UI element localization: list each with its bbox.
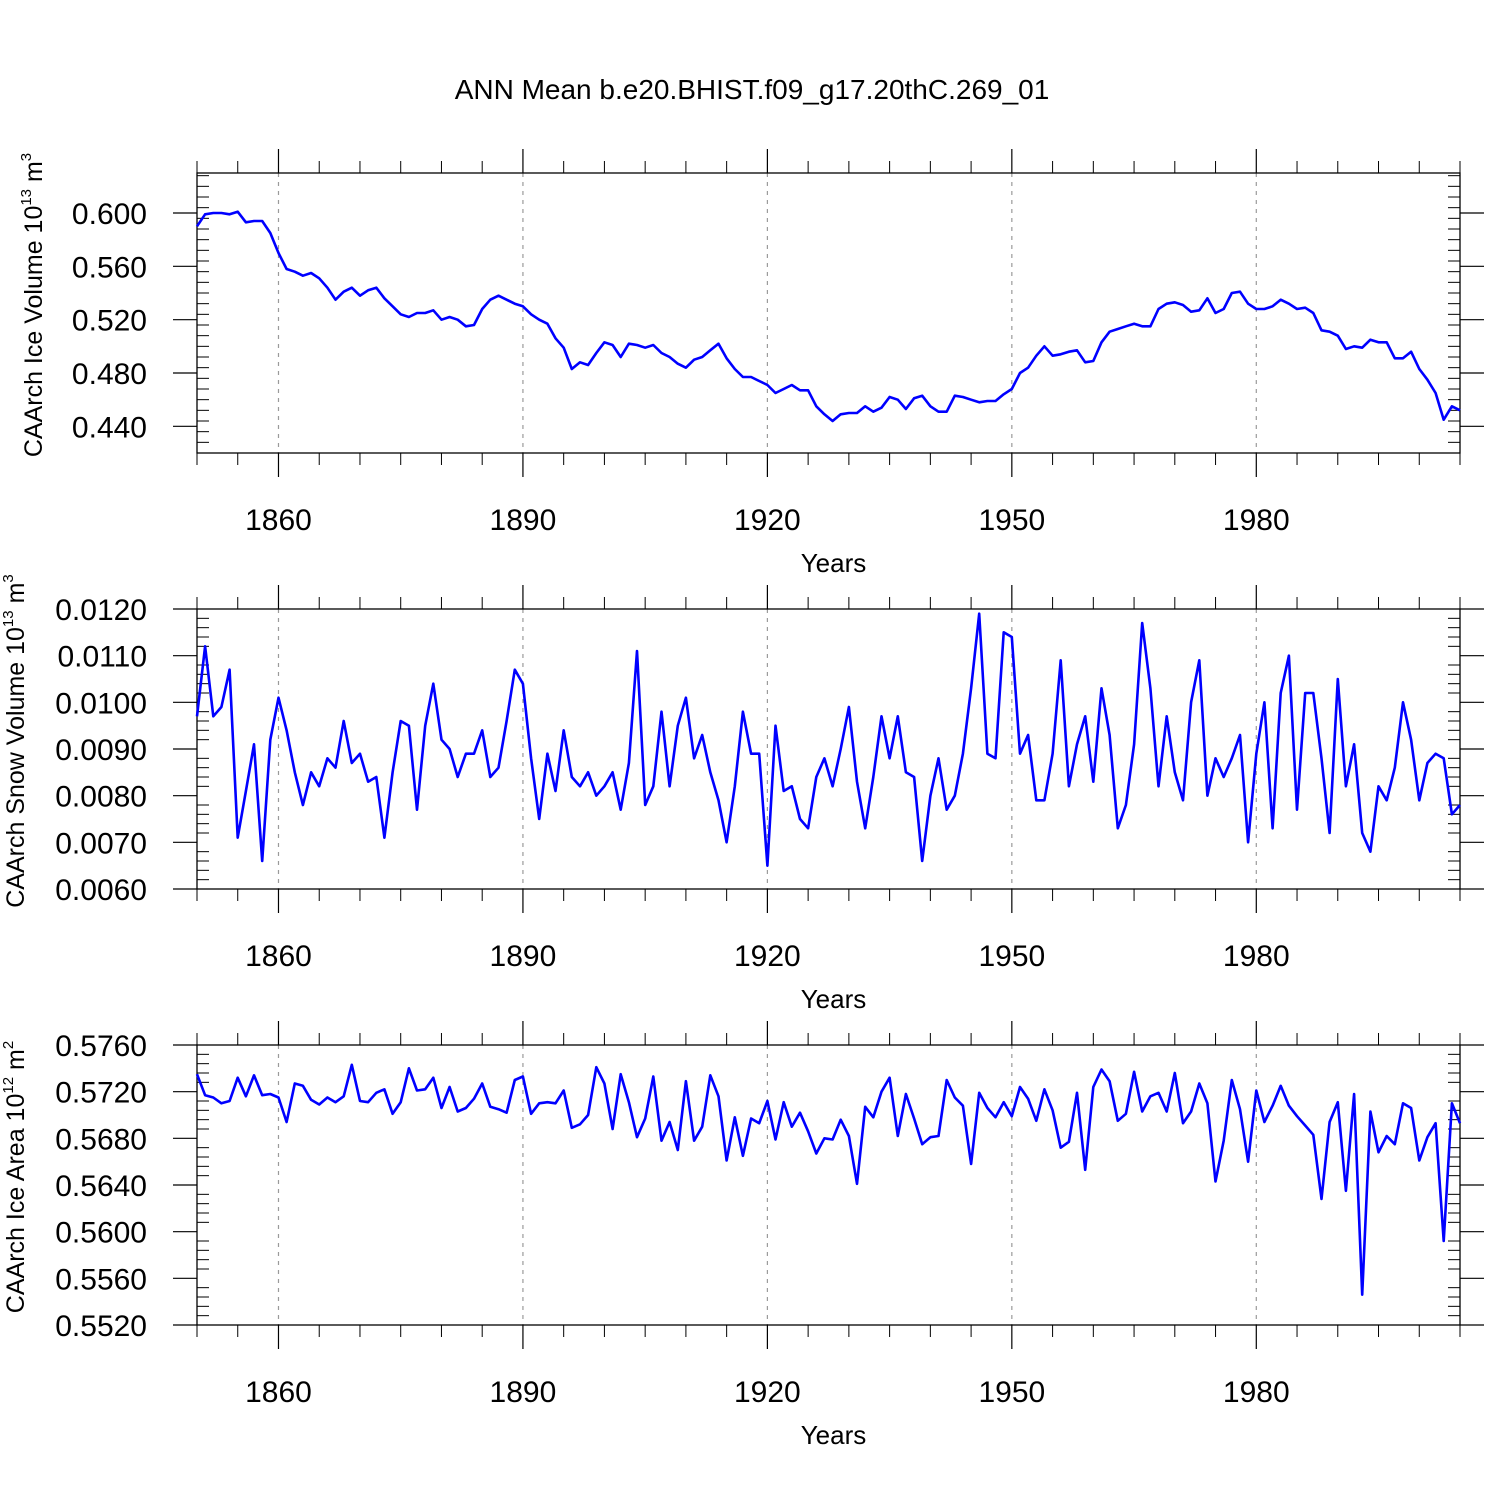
y-tick-label: 0.5720 [55, 1077, 147, 1110]
y-axis-title: CAArch Ice Area 1012 m2 [0, 1041, 30, 1313]
x-tick-label: 1920 [734, 940, 801, 973]
y-tick-label: 0.0060 [55, 874, 147, 907]
series-line [195, 210, 1461, 423]
y-axis-title: CAArch Ice Volume 1013 m3 [18, 153, 48, 457]
x-tick-label: 1950 [978, 1376, 1045, 1409]
x-tick-label: 1920 [734, 504, 801, 537]
x-tick-label: 1980 [1223, 1376, 1290, 1409]
y-tick-label: 0.5640 [55, 1170, 147, 1203]
x-tick-label: 1890 [490, 504, 557, 537]
y-tick-label: 0.520 [72, 305, 147, 338]
plot-frame [196, 1044, 1461, 1326]
x-tick-label: 1890 [490, 1376, 557, 1409]
y-tick-label: 0.0080 [55, 781, 147, 814]
y-tick-label: 0.0100 [55, 687, 147, 720]
y-axis-title: CAArch Snow Volume 1013 m3 [0, 574, 30, 908]
x-axis-title: Years [801, 548, 867, 578]
plot-frame [196, 608, 1461, 890]
x-tick-label: 1980 [1223, 940, 1290, 973]
plot-frame [196, 172, 1461, 454]
x-axis-title: Years [801, 1420, 867, 1450]
x-tick-label: 1860 [245, 1376, 312, 1409]
y-tick-label: 0.560 [72, 251, 147, 284]
y-tick-label: 0.480 [72, 358, 147, 391]
panels: 1860 1890 1920 1950 1980 0.440 0.480 0.520 0.560… [0, 149, 1484, 1450]
y-tick-label: 0.600 [72, 198, 147, 231]
y-tick-label: 0.5600 [55, 1217, 147, 1250]
x-tick-label: 1950 [978, 504, 1045, 537]
y-tick-label: 0.0090 [55, 734, 147, 767]
y-tick-label: 0.5520 [55, 1310, 147, 1343]
x-tick-label: 1860 [245, 504, 312, 537]
y-tick-label: 0.0070 [55, 827, 147, 860]
series-line [195, 1063, 1462, 1296]
figure-title: ANN Mean b.e20.BHIST.f09_g17.20thC.269_0… [455, 74, 1050, 105]
y-tick-label: 0.0120 [55, 594, 147, 627]
y-tick-label: 0.5680 [55, 1123, 147, 1156]
panel-1: 1860 1890 1920 1950 1980 0.440 0.480 0.520 0.560… [18, 149, 1484, 578]
series-line [195, 612, 1461, 868]
y-tick-label: 0.5760 [55, 1030, 147, 1063]
x-tick-label: 1920 [734, 1376, 801, 1409]
x-axis-title: Years [801, 984, 867, 1014]
y-tick-label: 0.5560 [55, 1263, 147, 1296]
y-tick-label: 0.440 [72, 411, 147, 444]
x-tick-label: 1980 [1223, 504, 1290, 537]
x-tick-label: 1950 [978, 940, 1045, 973]
y-tick-label: 0.0110 [57, 641, 147, 674]
x-tick-label: 1860 [245, 940, 312, 973]
x-tick-label: 1890 [490, 940, 557, 973]
panel-3: 1860 1890 1920 1950 1980 0.5520 0.5560 0.5600 0.… [0, 1021, 1484, 1450]
panel-2: 1860 1890 1920 1950 1980 0.0060 0.0070 0.0080 0.… [0, 574, 1484, 1014]
